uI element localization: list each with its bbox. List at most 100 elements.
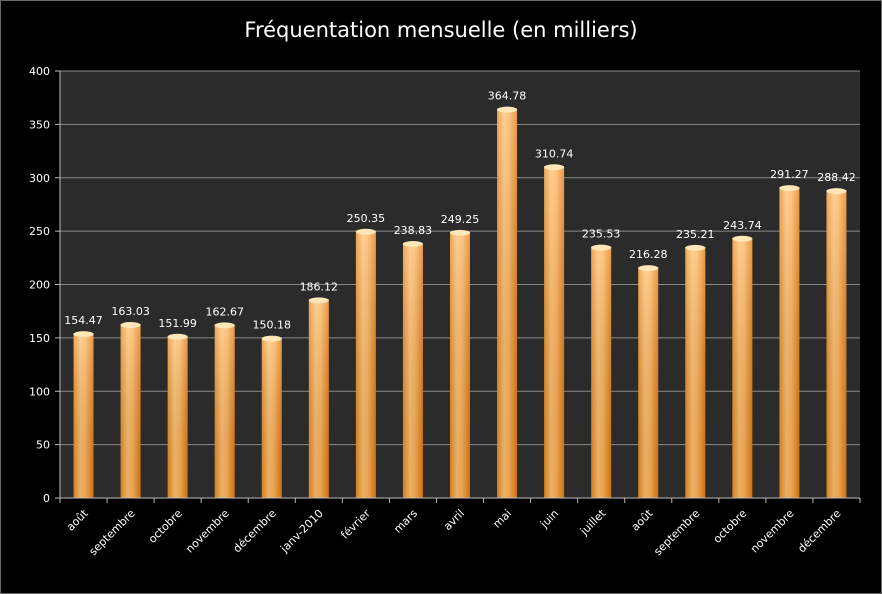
chart-title: Fréquentation mensuelle (en milliers)	[244, 18, 638, 42]
bar-shade	[544, 166, 565, 499]
data-labels: 154.47 163.03 151.99 162.67 150.18 186.12 250.…	[64, 90, 855, 332]
data-label: 364.78	[488, 90, 527, 103]
bar-shade	[261, 337, 282, 498]
bar	[261, 335, 282, 498]
bar-shade	[308, 299, 329, 498]
bar	[497, 106, 518, 498]
x-tick-label: mars	[391, 507, 420, 536]
data-label: 235.21	[676, 228, 715, 241]
data-label: 291.27	[770, 168, 809, 181]
x-tick-label: novembre	[183, 507, 232, 556]
data-label: 243.74	[723, 219, 762, 232]
bar	[214, 322, 235, 498]
bar	[73, 331, 94, 498]
bar-cap	[214, 322, 235, 329]
x-tick-label: septembre	[651, 507, 702, 558]
y-tick-label: 150	[29, 332, 50, 345]
bars	[73, 106, 847, 499]
bar-cap	[779, 185, 800, 192]
y-tick-label: 250	[29, 225, 50, 238]
y-tick-label: 350	[29, 118, 50, 131]
y-tick-label: 50	[36, 439, 50, 452]
data-label: 249.25	[441, 213, 480, 226]
bar	[826, 188, 847, 499]
bar-shade	[685, 246, 706, 498]
y-tick-label: 400	[29, 65, 50, 78]
bar-shade	[214, 324, 235, 498]
bar-shade	[826, 190, 847, 499]
x-tick-label: octobre	[711, 507, 750, 546]
x-tick-label: décembre	[231, 507, 279, 555]
bar-cap	[826, 188, 847, 195]
y-axis: 0 50 100 150 200 250 300 350 400	[29, 65, 61, 505]
bar-cap	[167, 333, 188, 340]
x-tick-label: août	[629, 506, 656, 533]
bar-shade	[497, 108, 518, 498]
bar	[402, 241, 423, 498]
data-label: 235.53	[582, 228, 621, 241]
bar	[638, 265, 659, 498]
data-label: 310.74	[535, 147, 574, 160]
x-tick-label: juillet	[577, 506, 609, 538]
bar-shade	[167, 335, 188, 498]
bar-cap	[120, 321, 141, 328]
data-label: 288.42	[817, 171, 856, 184]
bar-shade	[73, 333, 94, 498]
bar	[685, 244, 706, 498]
bar	[591, 244, 612, 498]
bar-shade	[450, 231, 470, 498]
bar	[167, 333, 188, 498]
data-label: 154.47	[64, 314, 103, 327]
bar-cap	[402, 241, 423, 248]
bar	[120, 321, 141, 498]
bar-cap	[450, 229, 470, 236]
x-tick-label: octobre	[146, 507, 185, 546]
bar-shade	[402, 243, 423, 498]
bar-shade	[591, 246, 612, 498]
data-label: 186.12	[300, 280, 339, 293]
x-tick-label: décembre	[795, 507, 843, 555]
data-label: 250.35	[347, 212, 386, 225]
bar	[450, 229, 470, 498]
bar-shade	[779, 187, 800, 498]
bar-cap	[73, 331, 94, 338]
bar-cap	[261, 335, 282, 342]
y-tick-label: 300	[29, 172, 50, 185]
y-tick-label: 100	[29, 385, 50, 398]
bar-cap	[638, 265, 659, 272]
bar	[355, 228, 376, 498]
bar-cap	[685, 244, 706, 251]
y-tick-label: 200	[29, 279, 50, 292]
bar-cap	[355, 228, 376, 235]
bar-shade	[638, 267, 659, 498]
bar-shade	[355, 230, 376, 498]
bar	[308, 297, 329, 498]
data-label: 151.99	[158, 317, 197, 330]
bar-cap	[544, 164, 565, 171]
data-label: 162.67	[205, 305, 244, 318]
x-tick-label: mai	[490, 507, 514, 531]
data-label: 238.83	[394, 224, 433, 237]
x-tick-label: août	[64, 506, 91, 533]
data-label: 216.28	[629, 248, 668, 261]
bar-shade	[732, 237, 753, 498]
bar-cap	[308, 297, 329, 304]
bar-cap	[591, 244, 612, 251]
bar-cap	[732, 235, 753, 242]
y-tick-label: 0	[43, 492, 50, 505]
x-tick-label: septembre	[87, 507, 138, 558]
x-tick-label: février	[338, 507, 373, 542]
bar-cap	[497, 106, 518, 113]
x-tick-label: juin	[537, 507, 561, 531]
data-label: 163.03	[111, 305, 150, 318]
bar	[779, 185, 800, 498]
bar	[544, 164, 565, 499]
bar-shade	[120, 323, 141, 498]
x-tick-label: novembre	[748, 507, 797, 556]
data-label: 150.18	[253, 319, 292, 332]
x-tick-label: janv-2010	[277, 507, 326, 556]
x-tick-label: avril	[441, 507, 467, 533]
bar	[732, 235, 753, 498]
